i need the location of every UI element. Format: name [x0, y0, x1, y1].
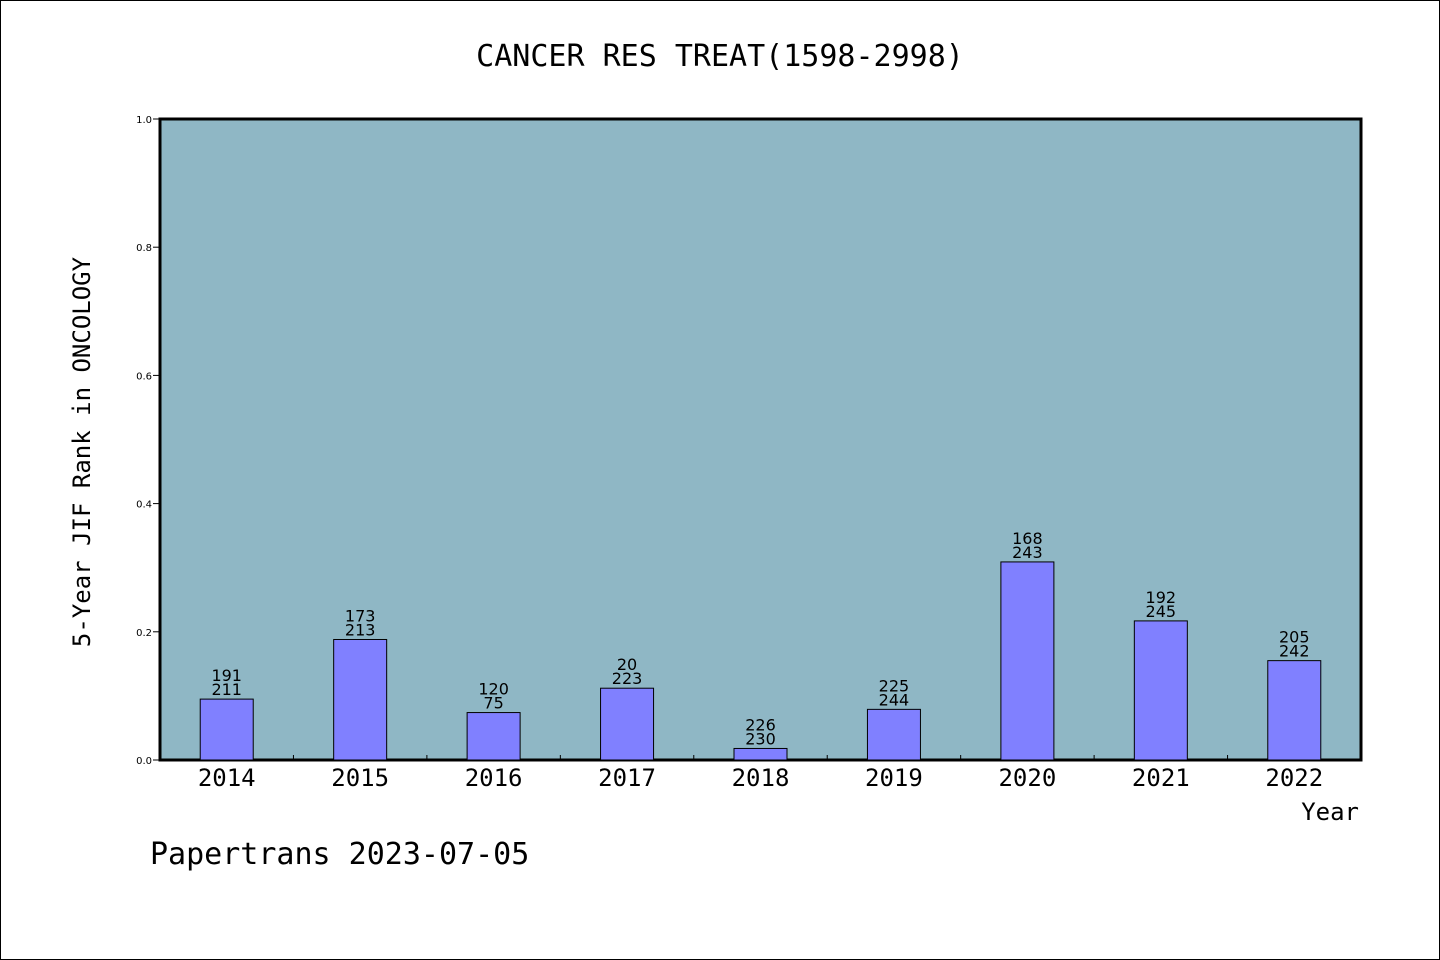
x-tick-label: 2017: [598, 764, 656, 792]
bar-label-top: 225: [879, 676, 910, 695]
y-axis-label: 5-Year JIF Rank in ONCOLOGY: [68, 256, 96, 647]
bar-label-bottom: 223: [612, 669, 643, 688]
bar: [866, 708, 921, 761]
bar-label-top: 192: [1146, 588, 1177, 607]
y-tick-label: 0.4: [136, 500, 152, 511]
bar-label-bottom: 213: [345, 620, 376, 639]
bar-label-bottom: 230: [745, 729, 776, 748]
bar: [733, 747, 788, 761]
bar-label-top: 205: [1279, 628, 1310, 647]
x-axis: 2014 2015 2016 2017 2018 2019 2020 2021 2022: [198, 755, 1323, 792]
x-tick-label: 2021: [1132, 764, 1190, 792]
y-axis: 0.0 0.2 0.4 0.6 0.8 1.0: [136, 115, 160, 767]
bar-label-top: 226: [745, 715, 776, 734]
x-tick-label: 2015: [331, 764, 389, 792]
y-tick-label: 0.2: [136, 628, 152, 639]
bar: [466, 712, 521, 761]
y-tick-label: 1.0: [136, 115, 152, 126]
x-tick-label: 2016: [465, 764, 523, 792]
bar: [1000, 561, 1055, 761]
bar-label-top: 120: [478, 680, 509, 699]
chart-title: CANCER RES TREAT(1598-2998): [476, 39, 964, 74]
y-tick-label: 0.8: [136, 243, 152, 254]
bar-label-bottom: 243: [1012, 543, 1043, 562]
bar: [199, 698, 254, 761]
bar-label-bottom: 244: [879, 690, 910, 709]
y-tick-label: 0.6: [136, 371, 152, 382]
y-tick-label: 0.0: [136, 756, 152, 767]
x-tick-label: 2019: [865, 764, 923, 792]
x-tick-label: 2022: [1265, 764, 1323, 792]
bar: [600, 687, 655, 761]
bar-label-top: 173: [345, 606, 376, 625]
bar-label-top: 20: [617, 655, 637, 674]
bar: [1133, 620, 1188, 761]
x-tick-label: 2020: [998, 764, 1056, 792]
footer-text: Papertrans 2023-07-05: [150, 837, 529, 872]
bar-label-bottom: 211: [211, 680, 242, 699]
bar: [1267, 660, 1322, 761]
bar-label-bottom: 245: [1146, 602, 1177, 621]
bar-label-bottom: 242: [1279, 642, 1310, 661]
x-tick-label: 2018: [732, 764, 790, 792]
x-tick-label: 2014: [198, 764, 256, 792]
bar-label-top: 168: [1012, 529, 1043, 548]
bar: [333, 638, 388, 761]
bar-label-bottom: 75: [483, 694, 503, 713]
x-axis-label: Year: [1301, 798, 1359, 826]
bar-label-top: 191: [211, 666, 242, 685]
